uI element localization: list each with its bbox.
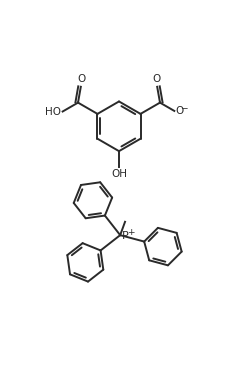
- Text: −: −: [179, 103, 187, 112]
- Text: +: +: [127, 228, 135, 237]
- Text: OH: OH: [111, 169, 127, 179]
- Text: HO: HO: [45, 107, 61, 116]
- Text: P: P: [122, 231, 129, 241]
- Text: O: O: [153, 74, 161, 84]
- Text: O: O: [77, 74, 85, 84]
- Text: O: O: [175, 106, 183, 116]
